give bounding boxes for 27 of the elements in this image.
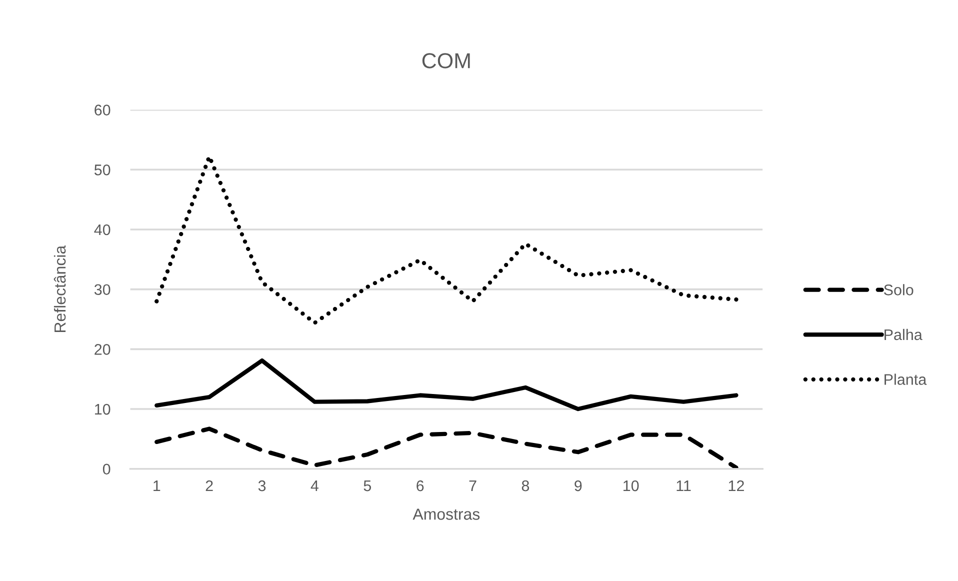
x-tick-label: 11 (676, 480, 691, 492)
y-axis-title: Reflectância (54, 245, 66, 332)
x-tick-label: 8 (522, 480, 530, 492)
x-axis-title: Amostras (412, 508, 480, 520)
line-series (154, 426, 738, 469)
y-tick-label: 30 (94, 284, 110, 296)
x-tick-label: 3 (258, 480, 266, 492)
legend-label: Planta (884, 374, 927, 385)
x-tick-label: 4 (310, 480, 319, 492)
y-tick-label: 10 (95, 404, 110, 415)
legend-label: Palha (884, 328, 922, 340)
x-tick-label: 6 (416, 480, 424, 492)
x-tick-label: 7 (469, 480, 476, 492)
y-tick-label: 20 (94, 344, 110, 355)
legend-label: Solo (884, 284, 914, 296)
chart-title: COM (422, 53, 470, 68)
x-tick-label: 5 (364, 480, 371, 492)
x-tick-label: 10 (624, 480, 639, 492)
x-tick-label: 1 (154, 480, 160, 492)
y-tick-label: 40 (94, 224, 110, 236)
y-tick-label: 50 (94, 164, 110, 176)
x-tick-label: 12 (728, 480, 744, 492)
y-tick-label: 60 (94, 104, 110, 116)
x-tick-label: 2 (206, 480, 213, 492)
y-tick-label: 0 (102, 464, 110, 475)
line-series (154, 358, 738, 412)
x-tick-label: 9 (574, 480, 582, 492)
